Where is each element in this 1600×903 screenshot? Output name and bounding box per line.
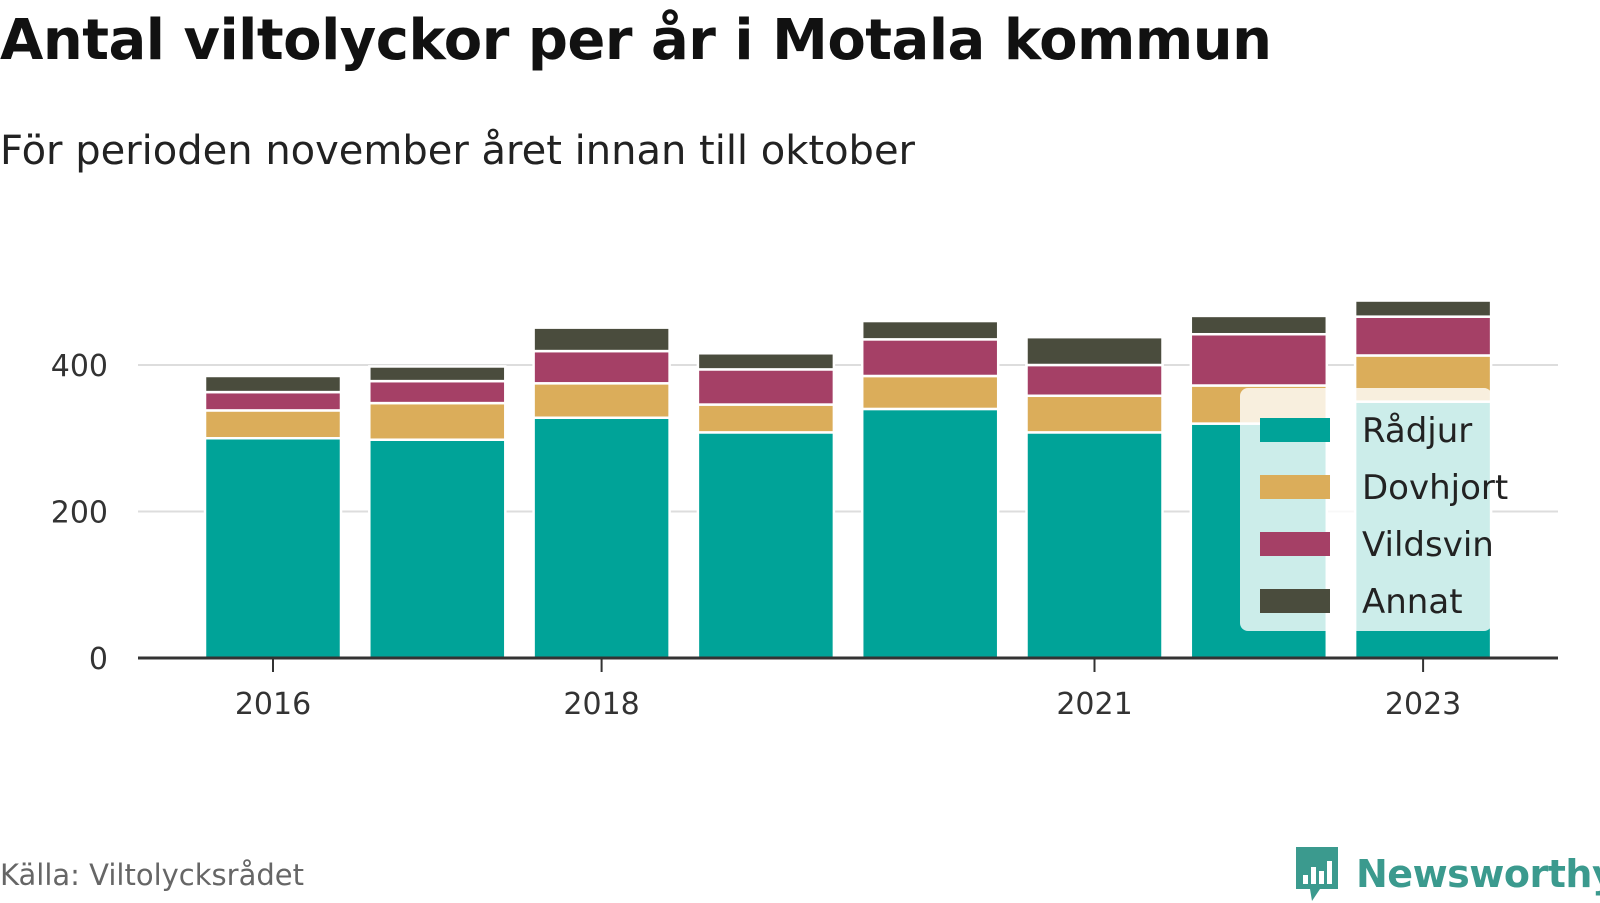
x-tick-label: 2018 bbox=[563, 687, 639, 722]
bar-segment-dovhjort-2016 bbox=[203, 409, 343, 440]
bar-segment-vildsvin-2020 bbox=[860, 338, 1000, 378]
chart-title: Antal viltolyckor per år i Motala kommun bbox=[0, 8, 1272, 73]
bar-segment-annat-2021 bbox=[1025, 335, 1164, 367]
bar-segment-vildsvin-2023 bbox=[1353, 315, 1493, 357]
y-tick-label: 200 bbox=[51, 496, 108, 531]
legend-label-annat: Annat bbox=[1362, 582, 1463, 622]
axes: 0 200 400 2016 2018 2021 2023 bbox=[51, 349, 1558, 722]
bar-segment-vildsvin-2016 bbox=[203, 390, 343, 412]
bar-segment-annat-2018 bbox=[532, 326, 671, 353]
legend-label-rådjur: Rådjur bbox=[1362, 411, 1472, 451]
bar-segment-dovhjort-2020 bbox=[860, 374, 1000, 411]
bar-segment-rådjur-2021 bbox=[1025, 431, 1164, 660]
legend-box bbox=[1240, 388, 1492, 631]
brand-name: Newsworthy bbox=[1356, 852, 1600, 896]
bar-segment-dovhjort-2017 bbox=[368, 401, 507, 441]
legend-swatch-rådjur bbox=[1260, 418, 1330, 442]
bar-segment-rådjur-2020 bbox=[860, 407, 1000, 660]
newsworthy-logo-icon bbox=[1296, 847, 1338, 901]
bar-segment-annat-2022 bbox=[1189, 314, 1329, 336]
bar-segment-rådjur-2018 bbox=[532, 416, 671, 660]
y-tick-label: 0 bbox=[89, 642, 108, 677]
x-tick-label: 2016 bbox=[235, 687, 311, 722]
bar-segment-vildsvin-2017 bbox=[368, 379, 507, 405]
bar-segment-dovhjort-2021 bbox=[1025, 394, 1164, 434]
y-tick-label: 400 bbox=[51, 349, 108, 384]
bar-segment-vildsvin-2022 bbox=[1189, 332, 1329, 387]
bar-segment-annat-2023 bbox=[1353, 299, 1493, 318]
legend-label-vildsvin: Vildsvin bbox=[1362, 525, 1494, 565]
legend: Rådjur Dovhjort Vildsvin Annat bbox=[1240, 388, 1508, 631]
bar-segment-rådjur-2019 bbox=[696, 431, 836, 660]
legend-swatch-annat bbox=[1260, 589, 1330, 613]
brand-logo: Newsworthy bbox=[1292, 845, 1600, 903]
legend-swatch-vildsvin bbox=[1260, 532, 1330, 556]
bar-segment-dovhjort-2019 bbox=[696, 403, 836, 434]
bar-segment-rådjur-2016 bbox=[203, 437, 343, 660]
bar-segment-vildsvin-2019 bbox=[696, 368, 836, 406]
x-tick-label: 2021 bbox=[1056, 687, 1132, 722]
stacked-bar-chart: 0 200 400 2016 2018 2021 2023 Rådjur Dovhjort Vi… bbox=[51, 299, 1558, 722]
bar-segment-annat-2017 bbox=[368, 365, 507, 383]
bar-segment-vildsvin-2021 bbox=[1025, 363, 1164, 398]
x-tick-label: 2023 bbox=[1385, 687, 1461, 722]
bar-segment-annat-2016 bbox=[203, 374, 343, 394]
bar-segment-annat-2020 bbox=[860, 319, 1000, 341]
bar-segment-annat-2019 bbox=[696, 352, 836, 371]
bar-segment-vildsvin-2018 bbox=[532, 349, 671, 385]
bar-segment-dovhjort-2018 bbox=[532, 382, 671, 419]
source-note: Källa: Viltolycksrådet bbox=[0, 858, 304, 892]
bar-segment-rådjur-2017 bbox=[368, 438, 507, 660]
legend-label-dovhjort: Dovhjort bbox=[1362, 468, 1508, 508]
legend-swatch-dovhjort bbox=[1260, 475, 1330, 499]
chart-subtitle: För perioden november året innan till ok… bbox=[0, 128, 915, 174]
